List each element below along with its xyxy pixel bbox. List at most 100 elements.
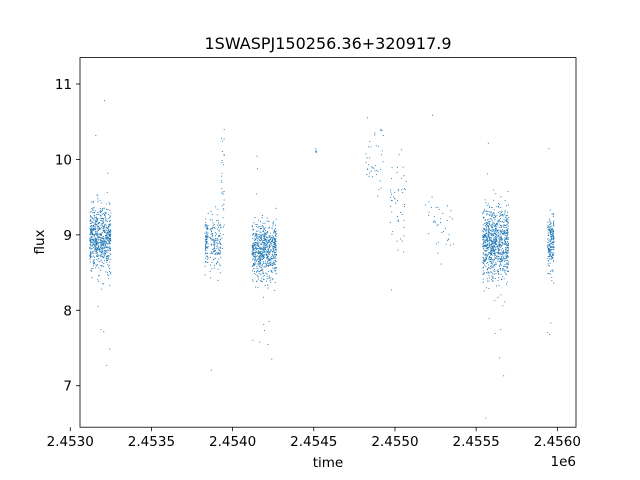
data-point <box>89 211 91 213</box>
data-point <box>100 252 102 254</box>
data-point <box>223 128 225 131</box>
data-point <box>101 249 103 251</box>
data-point <box>107 249 109 251</box>
data-point <box>273 235 275 237</box>
data-point <box>507 204 509 206</box>
data-point <box>256 255 258 257</box>
data-point <box>371 166 373 168</box>
data-point <box>374 132 376 134</box>
data-point <box>216 253 219 255</box>
data-point <box>498 257 500 259</box>
data-point <box>269 244 271 246</box>
data-point <box>484 255 486 257</box>
data-point <box>497 230 499 232</box>
data-point <box>103 262 105 264</box>
data-point <box>101 261 104 263</box>
data-point <box>106 236 108 238</box>
data-point <box>205 261 207 263</box>
data-point <box>489 272 491 274</box>
data-point <box>505 220 507 222</box>
data-point <box>547 241 549 243</box>
data-point <box>103 260 105 262</box>
data-point <box>258 257 260 259</box>
data-point <box>489 206 491 208</box>
data-point <box>264 243 267 245</box>
data-point <box>506 219 508 221</box>
data-point <box>390 191 392 193</box>
data-point <box>382 161 384 163</box>
data-point <box>489 259 491 261</box>
data-point <box>205 243 207 245</box>
data-point <box>101 213 103 215</box>
data-point <box>485 265 487 267</box>
data-point <box>266 246 268 248</box>
data-point <box>108 274 110 276</box>
data-point <box>482 213 484 215</box>
data-point <box>403 227 405 229</box>
data-point <box>108 264 110 266</box>
data-point <box>552 253 554 255</box>
data-point <box>262 247 264 249</box>
data-point <box>494 254 496 256</box>
data-point <box>366 173 368 176</box>
data-point <box>265 246 267 248</box>
data-point <box>500 196 502 198</box>
data-point <box>267 252 269 254</box>
data-point <box>490 263 492 265</box>
data-point <box>256 280 258 282</box>
data-point <box>505 283 508 285</box>
data-point <box>260 227 262 229</box>
data-point <box>266 243 268 245</box>
data-point <box>492 265 494 267</box>
data-point <box>92 267 94 270</box>
data-point <box>482 212 484 214</box>
data-point <box>499 265 501 268</box>
data-point <box>95 253 97 255</box>
data-point <box>490 253 492 255</box>
data-point <box>258 258 260 260</box>
data-point <box>437 252 439 254</box>
data-point <box>500 241 503 244</box>
data-point <box>274 267 276 269</box>
data-point <box>262 229 264 231</box>
data-point <box>104 243 106 245</box>
data-point <box>264 236 266 238</box>
data-point <box>89 238 91 240</box>
data-point <box>487 210 489 212</box>
data-point <box>214 250 216 252</box>
data-point <box>275 248 277 250</box>
data-point <box>94 259 96 261</box>
data-point <box>400 211 402 213</box>
data-point <box>488 318 490 320</box>
data-point <box>98 280 100 282</box>
data-point <box>400 177 402 179</box>
data-point <box>253 251 255 254</box>
data-point <box>507 216 509 218</box>
data-point <box>504 243 506 246</box>
data-point <box>260 220 262 222</box>
data-point <box>265 239 267 241</box>
data-point <box>489 215 491 217</box>
data-point <box>103 331 105 333</box>
data-point <box>273 220 275 222</box>
data-point <box>548 249 551 251</box>
data-point <box>550 322 552 324</box>
data-point <box>261 237 263 239</box>
data-point <box>221 150 223 152</box>
data-point <box>211 236 213 238</box>
data-point <box>109 217 111 219</box>
data-point <box>257 267 259 270</box>
data-point <box>95 255 97 257</box>
data-point <box>103 252 105 254</box>
data-point <box>94 217 96 219</box>
data-point <box>494 219 496 221</box>
data-point <box>488 252 490 254</box>
data-point <box>259 265 261 268</box>
data-point <box>271 265 273 267</box>
data-point <box>504 226 506 229</box>
data-point <box>372 167 374 169</box>
data-point <box>547 238 549 240</box>
data-point <box>494 258 496 260</box>
data-point <box>507 222 509 224</box>
data-point <box>217 224 219 226</box>
